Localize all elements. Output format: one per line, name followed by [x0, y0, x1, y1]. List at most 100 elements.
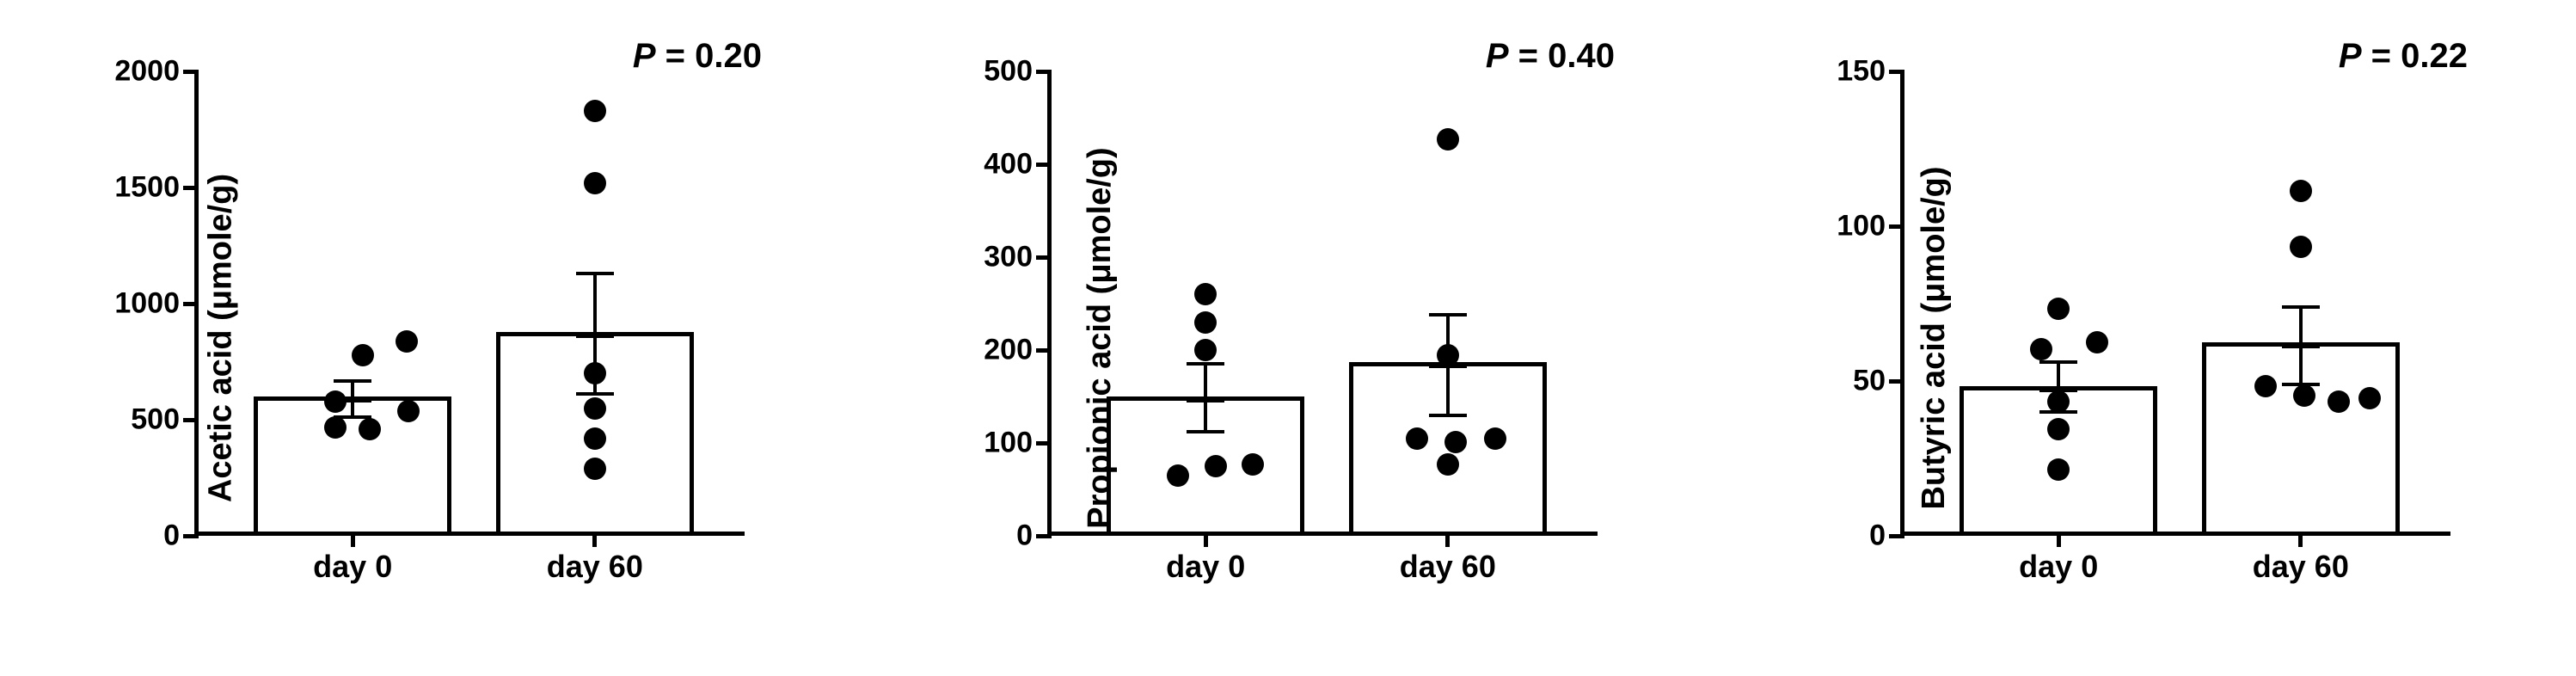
x-tick-label: day 0: [2019, 549, 2098, 585]
y-tick: [1036, 70, 1052, 74]
y-tick: [1036, 534, 1052, 538]
y-tick-label: 200: [984, 334, 1033, 367]
plot-area: 0100200300400500day 0day 60: [1047, 71, 1598, 536]
y-tick: [1036, 255, 1052, 260]
scatter-point: [2290, 236, 2312, 258]
x-tick-label: day 60: [547, 549, 643, 585]
scatter-point: [584, 397, 606, 420]
scatter-point: [584, 100, 606, 122]
y-tick-label: 1500: [114, 171, 180, 205]
scatter-point: [1205, 455, 1227, 477]
error-bar-cap: [1187, 399, 1224, 403]
plot-area: 050100150day 0day 60: [1900, 71, 2450, 536]
y-tick-label: 500: [984, 55, 1033, 89]
y-tick-label: 2000: [114, 55, 180, 89]
scatter-point: [1437, 453, 1459, 476]
y-tick-label: 100: [984, 427, 1033, 460]
x-tick-label: day 0: [313, 549, 392, 585]
scatter-point: [396, 330, 418, 353]
error-bar-cap: [334, 379, 371, 383]
scatter-point: [584, 172, 606, 194]
y-axis-label: Acetic acid (μmole/g): [203, 174, 240, 502]
y-tick-label: 0: [163, 519, 180, 553]
scatter-point: [359, 418, 381, 440]
scatter-point: [1444, 431, 1467, 453]
x-tick: [592, 532, 597, 547]
y-tick: [183, 418, 199, 422]
scatter-point: [2047, 298, 2070, 320]
error-bar-cap: [576, 335, 614, 338]
x-tick: [351, 532, 355, 547]
scatter-point: [2086, 331, 2108, 353]
chart-butyric: P = 0.22050100150day 0day 60Butyric acid…: [1754, 20, 2528, 656]
scatter-point: [2358, 387, 2381, 409]
y-tick: [1036, 163, 1052, 167]
error-bar-cap: [1429, 414, 1467, 417]
error-bar-cap: [2282, 305, 2320, 309]
scatter-point: [1437, 128, 1459, 151]
y-tick-label: 400: [984, 148, 1033, 181]
y-tick-label: 100: [1837, 210, 1886, 243]
y-tick: [183, 302, 199, 306]
p-value-label: P = 0.40: [1486, 37, 1615, 76]
scatter-point: [1437, 344, 1459, 366]
x-tick: [2057, 532, 2061, 547]
y-tick-label: 50: [1853, 365, 1886, 398]
y-axis-label: Propionic acid (μmole/g): [1082, 147, 1119, 528]
error-bar: [1204, 364, 1207, 432]
x-tick: [1204, 532, 1208, 547]
chart-acetic: P = 0.200500100015002000day 0day 60Aceti…: [48, 20, 822, 656]
y-tick: [1036, 441, 1052, 446]
scatter-point: [1167, 464, 1189, 487]
y-tick-label: 1000: [114, 287, 180, 321]
y-tick: [1889, 224, 1904, 229]
error-bar-cap: [1187, 362, 1224, 366]
y-tick-label: 0: [1869, 519, 1886, 553]
y-tick: [183, 534, 199, 538]
error-bar-cap: [2039, 360, 2077, 364]
x-tick-label: day 60: [1400, 549, 1496, 585]
chart-propionic: P = 0.400100200300400500day 0day 60Propi…: [901, 20, 1675, 656]
scatter-point: [2047, 390, 2070, 413]
y-tick: [1889, 379, 1904, 384]
scatter-point: [2328, 390, 2350, 413]
error-bar-cap: [1429, 313, 1467, 316]
error-bar-cap: [576, 272, 614, 275]
y-tick-label: 500: [131, 403, 180, 437]
scatter-point: [2047, 418, 2070, 440]
p-value-label: P = 0.22: [2339, 37, 2468, 76]
y-tick-label: 0: [1016, 519, 1033, 553]
scatter-point: [584, 427, 606, 450]
scatter-point: [324, 390, 347, 413]
x-tick: [1445, 532, 1450, 547]
p-value-label: P = 0.20: [633, 37, 762, 76]
scatter-point: [1484, 427, 1506, 450]
y-tick: [183, 70, 199, 74]
x-tick-label: day 0: [1166, 549, 1245, 585]
scatter-point: [584, 458, 606, 480]
scatter-point: [1406, 427, 1428, 450]
scatter-point: [352, 344, 374, 366]
error-bar-cap: [1187, 430, 1224, 433]
scatter-point: [584, 362, 606, 384]
y-tick: [183, 186, 199, 190]
plot-area: 0500100015002000day 0day 60: [194, 71, 745, 536]
y-tick-label: 300: [984, 241, 1033, 274]
scatter-point: [1194, 311, 1217, 334]
scatter-point: [2254, 375, 2277, 397]
error-bar-cap: [2282, 345, 2320, 348]
x-tick: [2298, 532, 2303, 547]
error-bar-cap: [576, 392, 614, 396]
scatter-point: [397, 400, 420, 422]
scatter-point: [324, 416, 347, 439]
scatter-point: [1194, 339, 1217, 361]
scatter-point: [2293, 384, 2315, 407]
scatter-point: [2047, 458, 2070, 481]
scatter-point: [2290, 180, 2312, 202]
y-tick-label: 150: [1837, 55, 1886, 89]
scatter-point: [1194, 283, 1217, 305]
x-tick-label: day 60: [2253, 549, 2349, 585]
scatter-point: [1242, 453, 1264, 476]
y-tick: [1889, 70, 1904, 74]
y-axis-label: Butyric acid (μmole/g): [1916, 166, 1953, 509]
